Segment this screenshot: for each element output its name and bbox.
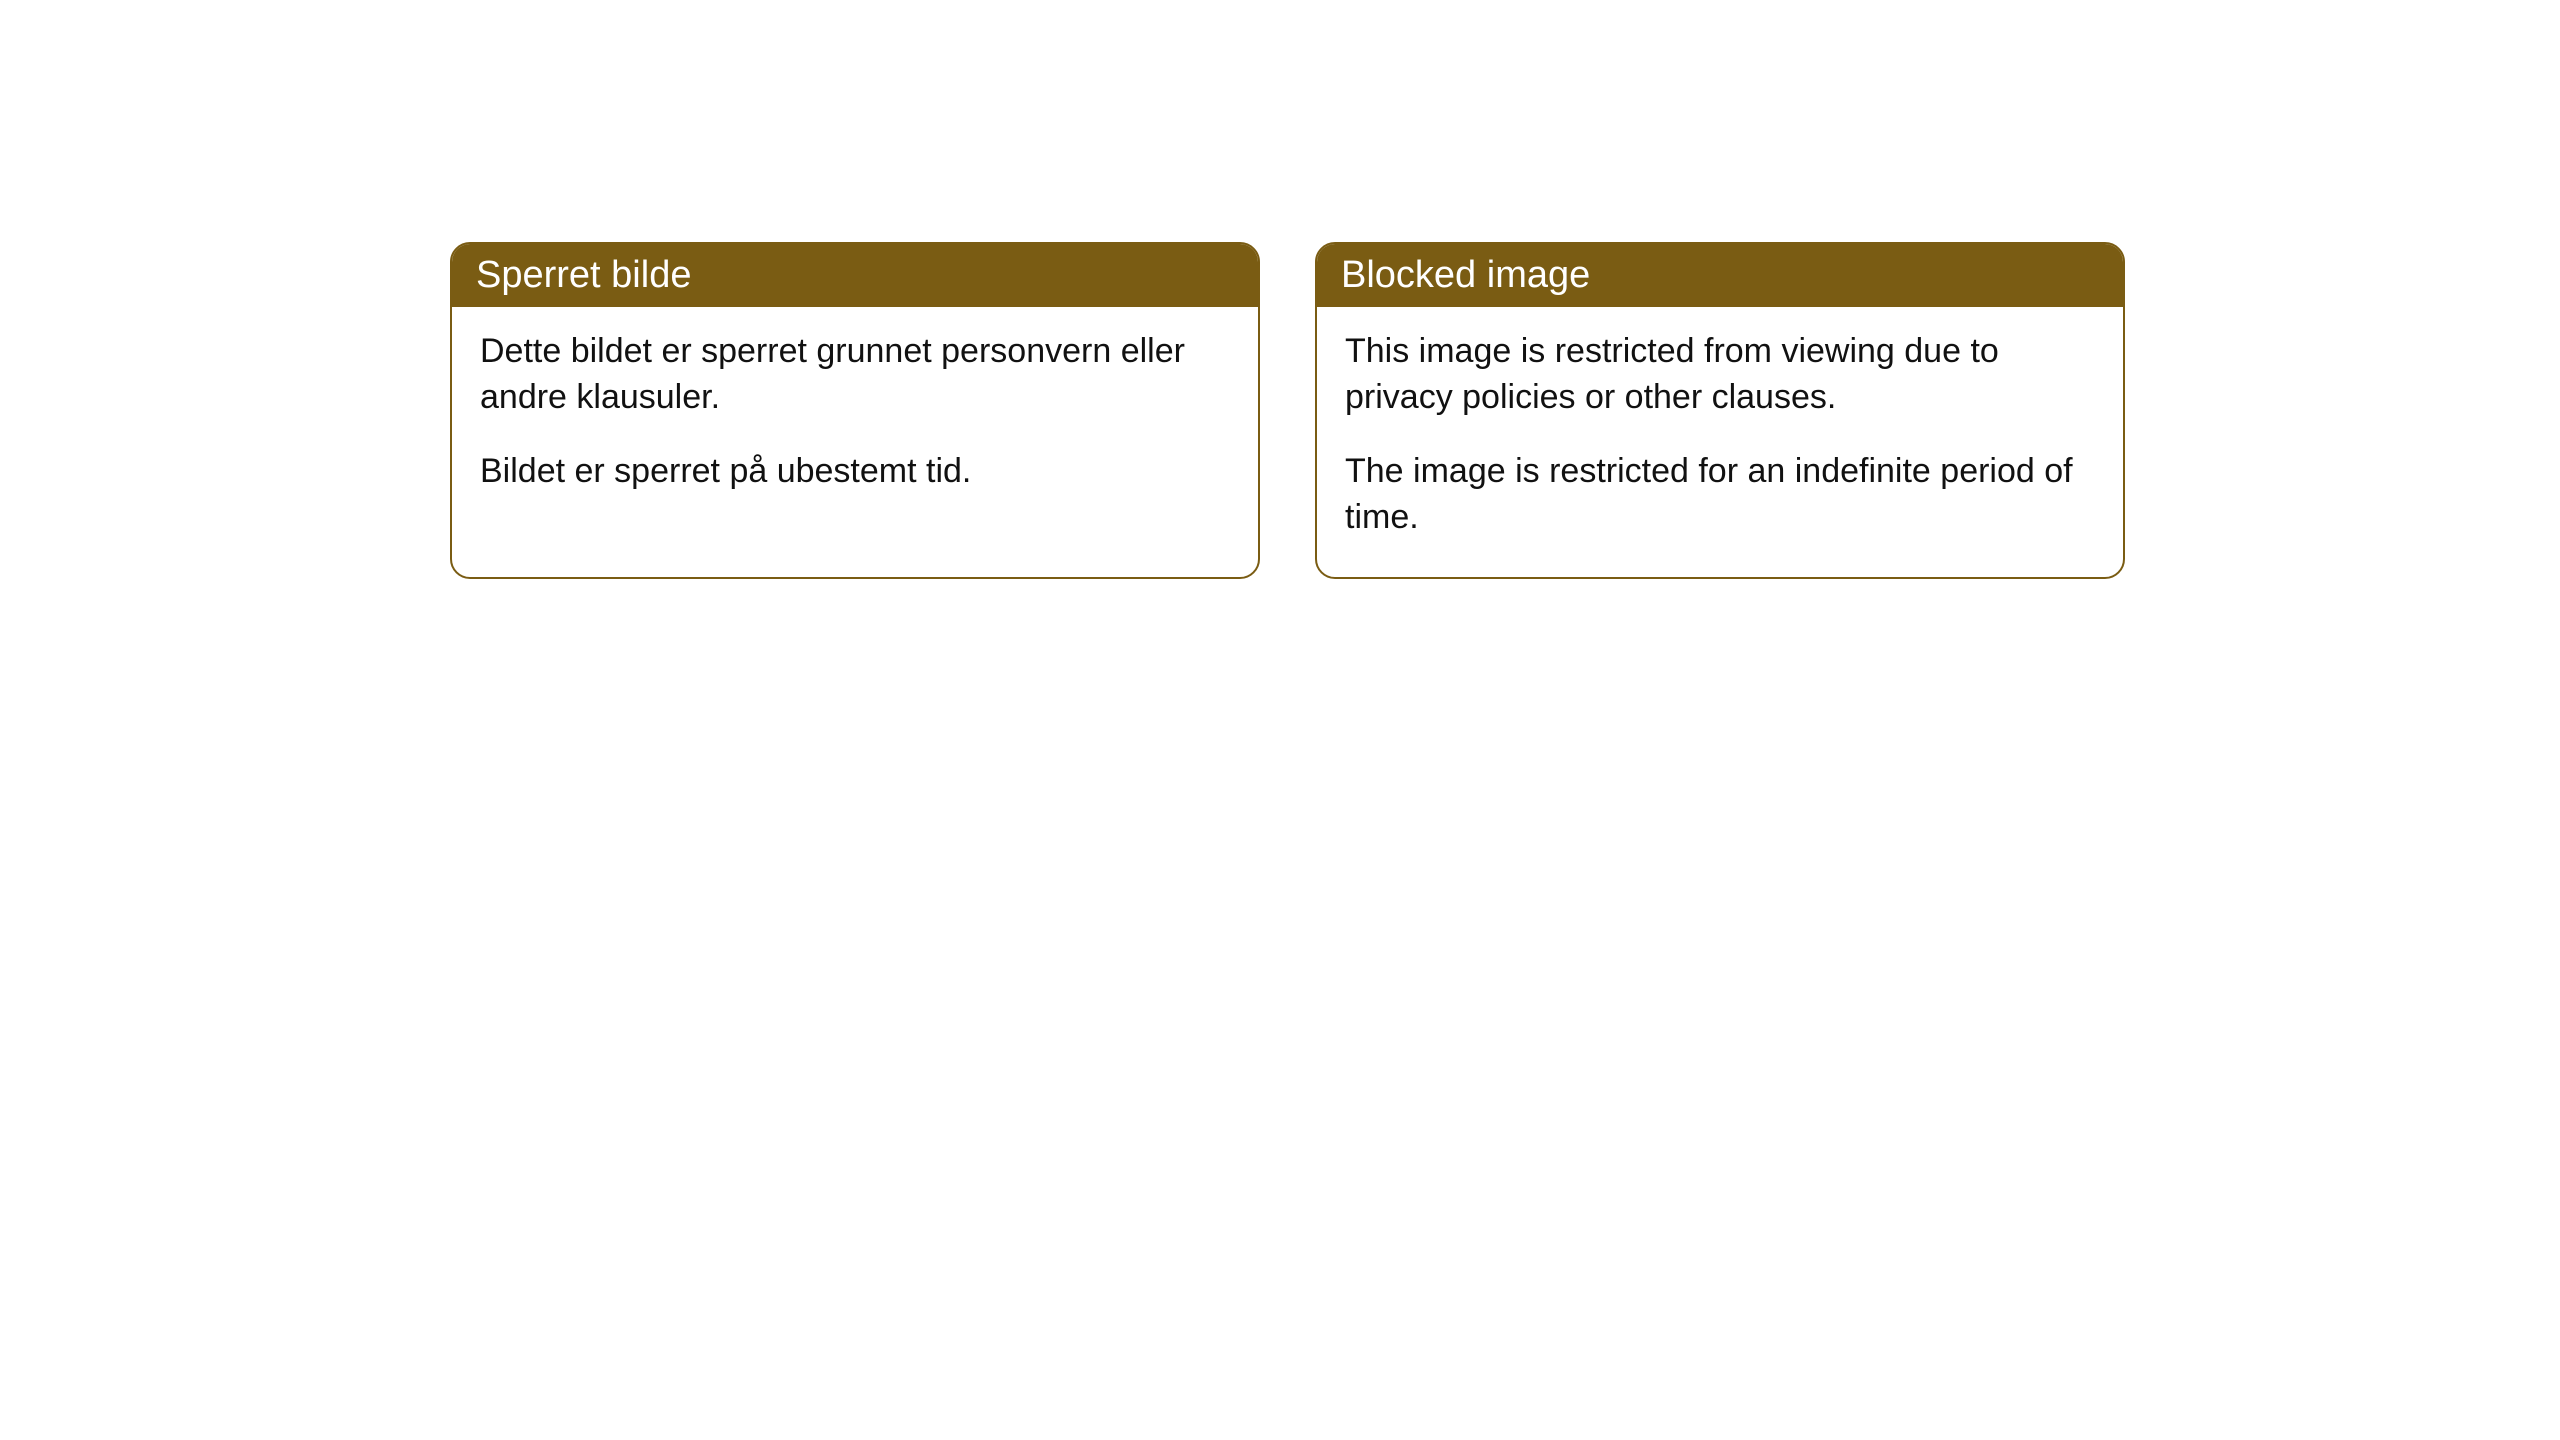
blocked-image-card-no: Sperret bilde Dette bildet er sperret gr… <box>450 242 1260 579</box>
card-header: Sperret bilde <box>452 244 1258 307</box>
card-body: This image is restricted from viewing du… <box>1317 307 2123 577</box>
card-paragraph: Dette bildet er sperret grunnet personve… <box>480 329 1230 421</box>
card-paragraph: Bildet er sperret på ubestemt tid. <box>480 449 1230 495</box>
card-paragraph: This image is restricted from viewing du… <box>1345 329 2095 421</box>
card-paragraph: The image is restricted for an indefinit… <box>1345 449 2095 541</box>
card-header: Blocked image <box>1317 244 2123 307</box>
card-body: Dette bildet er sperret grunnet personve… <box>452 307 1258 531</box>
notice-cards-container: Sperret bilde Dette bildet er sperret gr… <box>450 242 2125 579</box>
blocked-image-card-en: Blocked image This image is restricted f… <box>1315 242 2125 579</box>
